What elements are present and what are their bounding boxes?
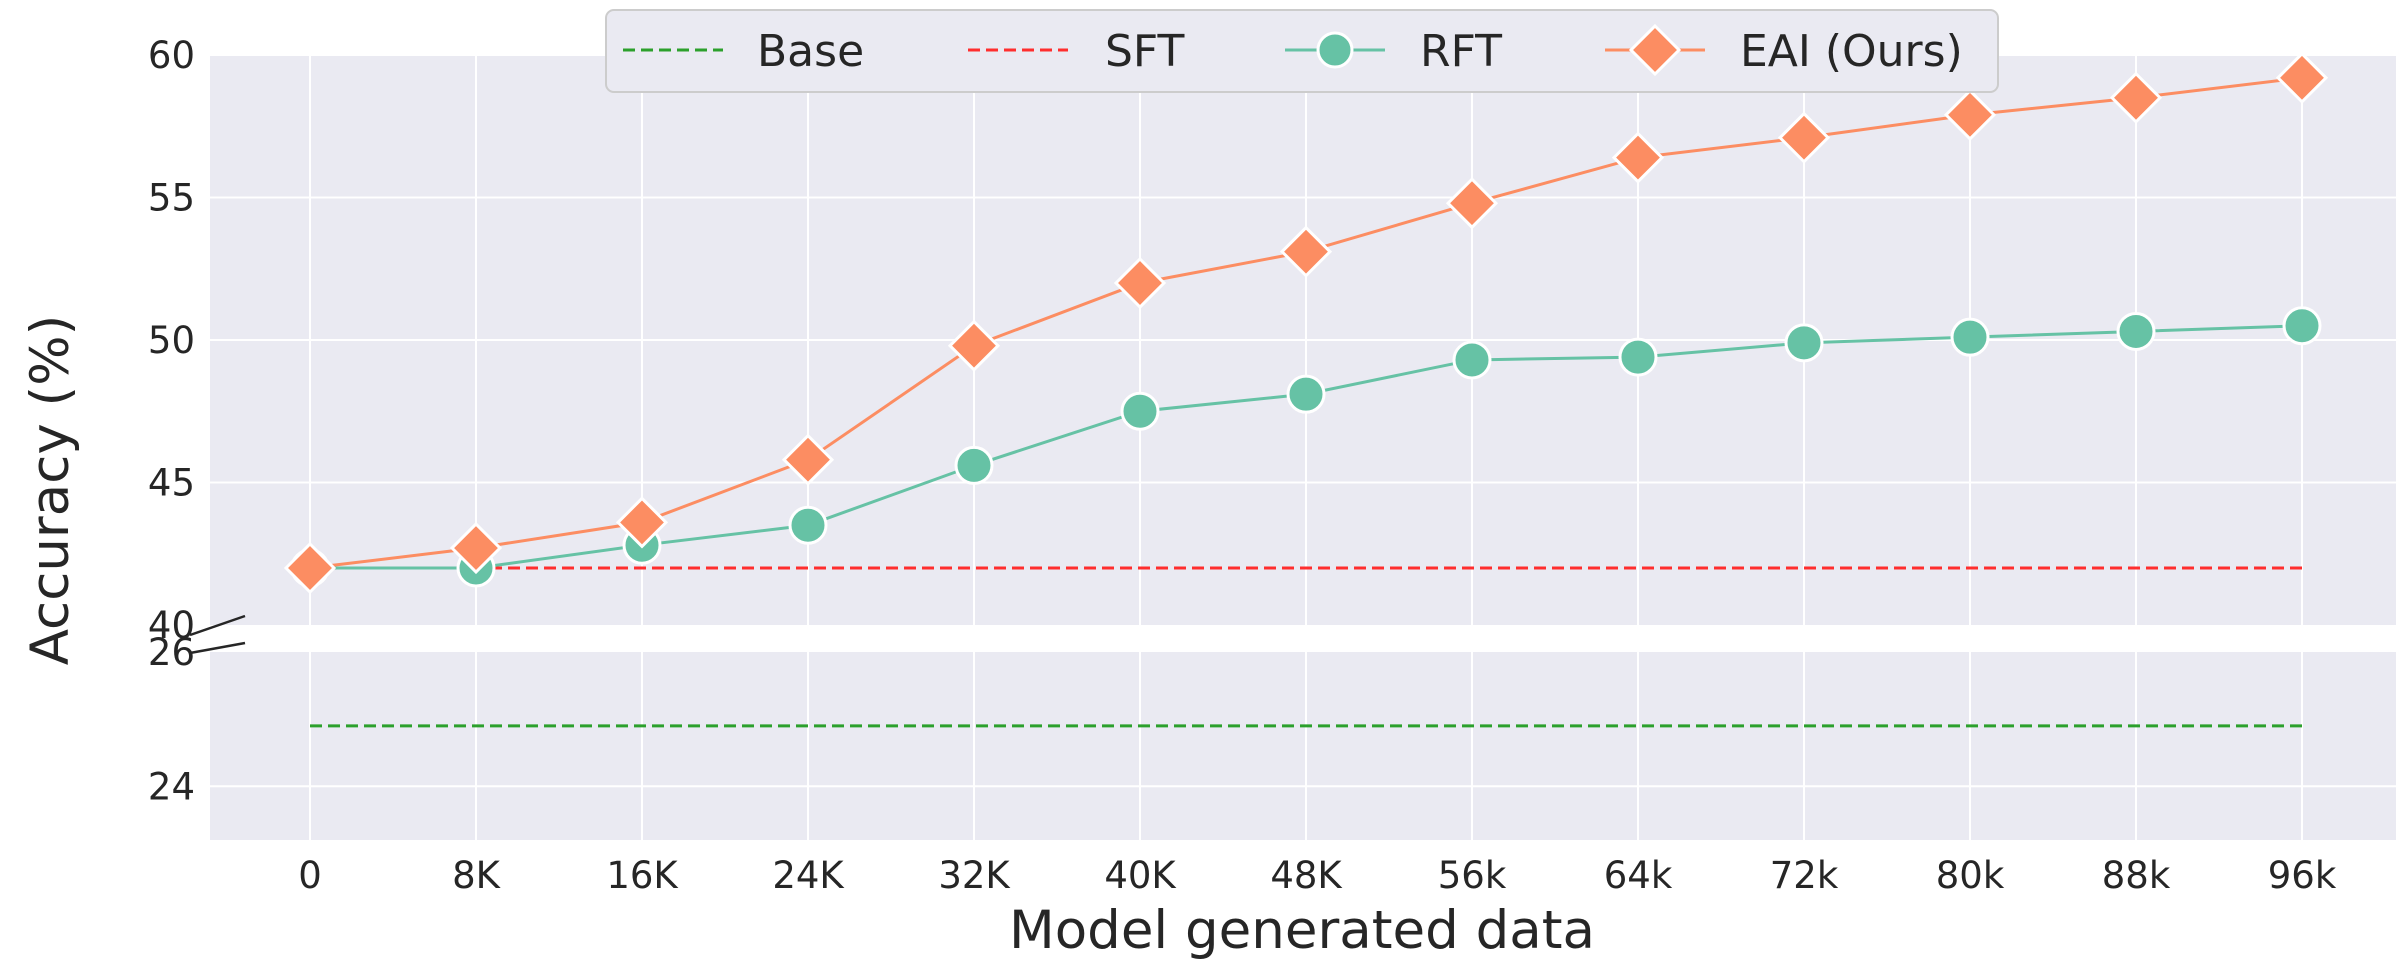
- x-tick-label: 80k: [1936, 854, 2005, 897]
- series-layer: [283, 51, 2329, 728]
- x-tick-label: 8K: [452, 854, 502, 897]
- data-point-eai-ours: [283, 541, 337, 595]
- x-tick-label: 56k: [1438, 854, 1507, 897]
- legend-marker-rft: [1316, 31, 1354, 69]
- x-tick-label: 32K: [938, 854, 1011, 897]
- x-tick-label: 64k: [1604, 854, 1673, 897]
- x-tick-label: 48K: [1270, 854, 1343, 897]
- data-point-eai-ours: [1943, 88, 1997, 141]
- data-point-eai-ours: [1113, 256, 1167, 310]
- data-point-eai-ours: [2109, 71, 2163, 124]
- data-point-eai-ours: [781, 433, 835, 486]
- legend: Base SFT RFT EAI (Ours): [605, 9, 1999, 93]
- y-tick-label: 40: [148, 604, 195, 647]
- data-point-eai-ours: [2275, 51, 2329, 104]
- y-axis-label: Accuracy (%): [20, 315, 81, 666]
- data-point-rft: [1618, 337, 1658, 377]
- y-tick-label: 24: [148, 765, 195, 808]
- lower-panel: [210, 652, 2396, 840]
- data-point-eai-ours: [947, 319, 1001, 372]
- legend-label-eai-ours: EAI (Ours): [1740, 26, 1963, 77]
- legend-label-base: Base: [757, 26, 864, 77]
- data-point-rft: [1286, 374, 1326, 414]
- data-point-rft: [2116, 311, 2156, 351]
- y-tick-label: 45: [148, 462, 195, 505]
- series-eai-ours: [283, 51, 2329, 595]
- x-tick-label: 72k: [1770, 854, 1839, 897]
- legend-label-sft: SFT: [1105, 26, 1184, 77]
- data-point-rft: [1784, 323, 1824, 363]
- data-point-rft: [2282, 306, 2322, 346]
- data-point-eai-ours: [1279, 225, 1333, 278]
- x-tick-label: 96k: [2268, 854, 2337, 897]
- legend-label-rft: RFT: [1420, 26, 1502, 77]
- tick-labels: 0 8K 16K 24K 32K 40K 48K 56k 64k 72k 80k 88k 96k 40 45…: [148, 34, 2337, 897]
- plot-panels: [210, 55, 2396, 840]
- y-tick-label: 26: [148, 631, 195, 674]
- legend-entry-rft: RFT: [1285, 26, 1502, 77]
- x-tick-label: 24K: [772, 854, 845, 897]
- data-point-eai-ours: [1611, 131, 1665, 184]
- y-tick-label: 55: [148, 177, 195, 220]
- axis-break-mark-lower: [189, 641, 246, 655]
- y-tick-label: 60: [148, 34, 195, 77]
- data-point-rft: [1950, 317, 1990, 357]
- axis-break-marks: [189, 614, 246, 655]
- x-tick-label: 16K: [606, 854, 679, 897]
- data-point-rft: [1452, 340, 1492, 380]
- legend-entry-sft: SFT: [968, 26, 1184, 77]
- x-tick-label: 40K: [1104, 854, 1177, 897]
- legend-entry-eai-ours: EAI (Ours): [1605, 23, 1963, 77]
- data-point-eai-ours: [1445, 177, 1499, 230]
- axis-break-mark-upper: [189, 614, 246, 637]
- y-tick-label: 50: [148, 319, 195, 362]
- gridlines: [210, 54, 2396, 840]
- data-point-rft: [954, 445, 994, 485]
- data-point-eai-ours: [615, 496, 669, 549]
- x-axis-label: Model generated data: [1009, 900, 1595, 961]
- legend-marker-eai-ours: [1628, 23, 1682, 77]
- data-point-rft: [788, 505, 828, 545]
- x-tick-label: 88k: [2102, 854, 2171, 897]
- data-point-eai-ours: [1777, 111, 1831, 164]
- x-tick-label: 0: [298, 854, 322, 897]
- data-point-eai-ours: [449, 521, 503, 575]
- data-point-rft: [1120, 391, 1160, 431]
- legend-entry-base: Base: [623, 26, 864, 77]
